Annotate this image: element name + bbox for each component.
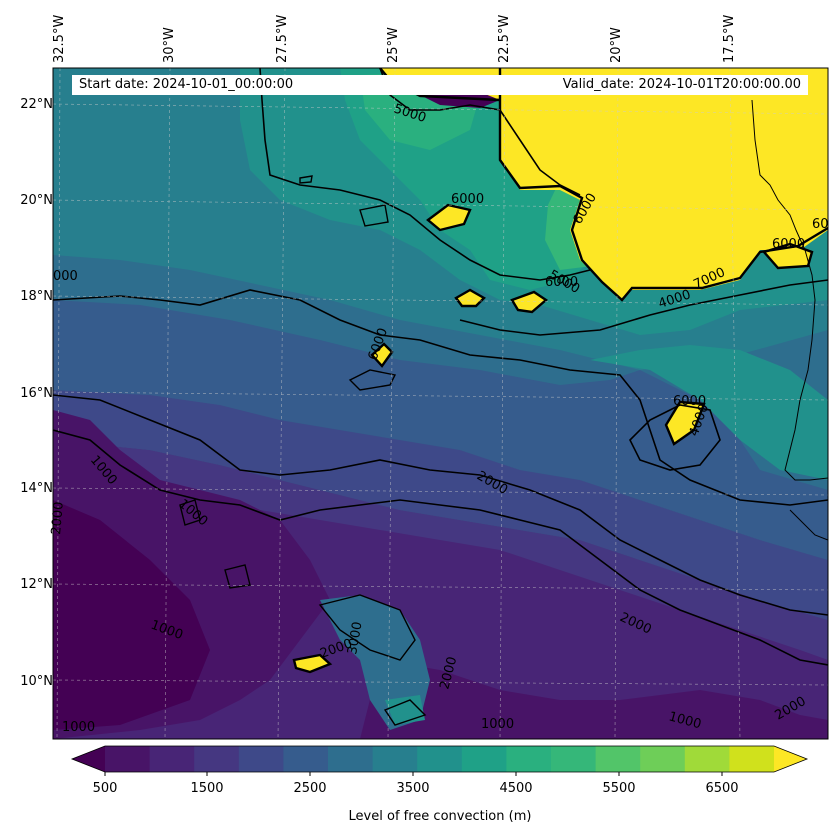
- colorbar-tick-3500: 3500: [396, 781, 430, 796]
- colorbar-segment: [238, 746, 284, 772]
- contour-6000-c3: [510, 290, 548, 314]
- contour-small-3: [224, 564, 251, 589]
- colorbar-tick-4500: 4500: [499, 781, 533, 796]
- lat-label-22n: 22°N: [20, 97, 53, 112]
- contour-small-2: [179, 499, 201, 526]
- colorbar-segment: [506, 746, 552, 772]
- contour-label: 6000: [673, 394, 706, 409]
- lon-label-32-5w: 32.5°W: [52, 14, 67, 63]
- field-band-3500: [53, 300, 828, 560]
- colorbar-extend-low: [72, 746, 105, 772]
- contour-6000-c1: [426, 203, 472, 232]
- colorbar-tick-1500: 1500: [190, 781, 224, 796]
- contour-label: 6000: [772, 237, 805, 252]
- colorbar-segment: [461, 746, 507, 772]
- lon-label-30w: 30°W: [162, 27, 177, 63]
- field-yellow-ne: [500, 68, 828, 300]
- contour-label: 6000: [545, 275, 578, 290]
- colorbar-segment: [595, 746, 641, 772]
- contour-label: 1000: [481, 717, 514, 732]
- colorbar-tick-6500: 6500: [705, 781, 739, 796]
- coastline: [751, 99, 828, 541]
- lon-label-22-5w: 22.5°W: [497, 14, 512, 63]
- contour-4000b: [629, 404, 721, 471]
- contour-label: 6000: [451, 192, 484, 207]
- field-band-se: [590, 345, 828, 480]
- colorbar-label: Level of free convection (m): [348, 809, 532, 824]
- colorbar-tick-500: 500: [92, 781, 118, 796]
- contour-6000-c2: [454, 288, 486, 308]
- contour-label: 1000: [62, 720, 95, 735]
- contour-6000-c6: [761, 242, 814, 270]
- map-frame: [52, 67, 829, 740]
- field-yellow-c1: [428, 205, 470, 230]
- lat-label-18n: 18°N: [20, 289, 53, 304]
- colorbar-segment: [640, 746, 686, 772]
- contour-2000: [53, 394, 828, 616]
- valid-date-label: Valid_date: 2024-10-01T20:00:00.00: [532, 75, 808, 95]
- contour-label: 2000: [49, 501, 67, 535]
- field-blob-south2: [385, 695, 425, 725]
- colorbar-segment: [684, 746, 730, 772]
- colorbar-tick-2500: 2500: [293, 781, 327, 796]
- contour-label: 60: [812, 217, 829, 232]
- field-blob-south: [320, 595, 430, 730]
- colorbar-segment: [551, 746, 597, 772]
- lat-label-16n: 16°N: [20, 386, 53, 401]
- contour-small-1: [348, 369, 397, 391]
- lon-label-20w: 20°W: [609, 27, 624, 63]
- colorbar-segment: [729, 746, 775, 772]
- contour-label: 000: [53, 269, 78, 284]
- colorbar-segment: [105, 746, 151, 772]
- colorbar-segment: [417, 746, 463, 772]
- contour-6000-c5: [664, 400, 706, 446]
- contour-3000: [53, 289, 828, 506]
- lat-label-20n: 20°N: [20, 193, 53, 208]
- contour-6000-ne: [498, 68, 828, 302]
- colorbar-extend-high: [774, 746, 807, 772]
- lon-label-27-5w: 27.5°W: [275, 14, 290, 63]
- contour-4000: [459, 279, 828, 336]
- contour-6000-c7: [292, 653, 333, 674]
- colorbar-segment: [194, 746, 240, 772]
- field-band-500: [53, 500, 210, 730]
- gridlines: [53, 68, 828, 739]
- colorbar: [70, 745, 809, 776]
- field-band-1000b: [360, 660, 828, 739]
- contour-small-7: [299, 175, 313, 184]
- colorbar-segment: [149, 746, 195, 772]
- colorbar-tick-5500: 5500: [602, 781, 636, 796]
- contour-5000b: [379, 68, 581, 196]
- contour-1000: [53, 429, 828, 666]
- field-yellow-c5: [666, 402, 704, 444]
- contour-small-4: [318, 594, 416, 661]
- contour-lines: [53, 68, 828, 726]
- colorbar-segment: [283, 746, 329, 772]
- lon-label-25w: 25°W: [386, 27, 401, 63]
- contour-label: 3000: [345, 620, 366, 655]
- colorbar-segment: [372, 746, 418, 772]
- lon-label-17-5w: 17.5°W: [722, 14, 737, 63]
- lat-label-14n: 14°N: [20, 481, 53, 496]
- lat-label-10n: 10°N: [20, 674, 53, 689]
- colorbar-segment: [328, 746, 374, 772]
- contour-5000: [259, 68, 591, 281]
- start-date-label: Start date: 2024-10-01_00:00:00: [72, 75, 546, 95]
- lat-label-12n: 12°N: [20, 577, 53, 592]
- contour-small-6: [359, 204, 389, 227]
- contour-small-5: [383, 699, 427, 726]
